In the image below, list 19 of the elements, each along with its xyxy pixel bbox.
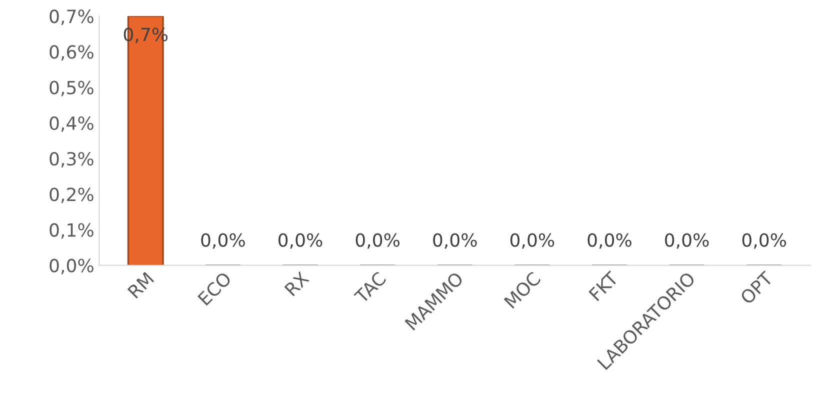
y-tick-label: 0,4%	[50, 116, 94, 132]
data-label: 0,0%	[742, 233, 786, 249]
data-label: 0,0%	[510, 233, 554, 249]
y-tick-label: 0,0%	[50, 258, 94, 274]
y-tick-label: 0,1%	[50, 223, 94, 239]
y-tick-label: 0,6%	[50, 45, 94, 61]
data-label: 0,0%	[278, 233, 322, 249]
data-label: 0,0%	[665, 233, 709, 249]
x-tick-label: TAC	[353, 271, 387, 304]
y-tick-label: 0,5%	[50, 80, 94, 96]
x-tick-label: RX	[284, 270, 310, 296]
data-label: 0,0%	[201, 233, 245, 249]
y-tick-label: 0,7%	[50, 10, 94, 26]
data-label: 0,0%	[588, 233, 632, 249]
y-tick-label: 0,3%	[50, 152, 94, 168]
y-tick-label: 0,2%	[50, 188, 94, 204]
x-tick-label: RM	[127, 272, 154, 299]
data-label: 0,0%	[433, 233, 477, 249]
data-label: 0,0%	[356, 233, 400, 249]
